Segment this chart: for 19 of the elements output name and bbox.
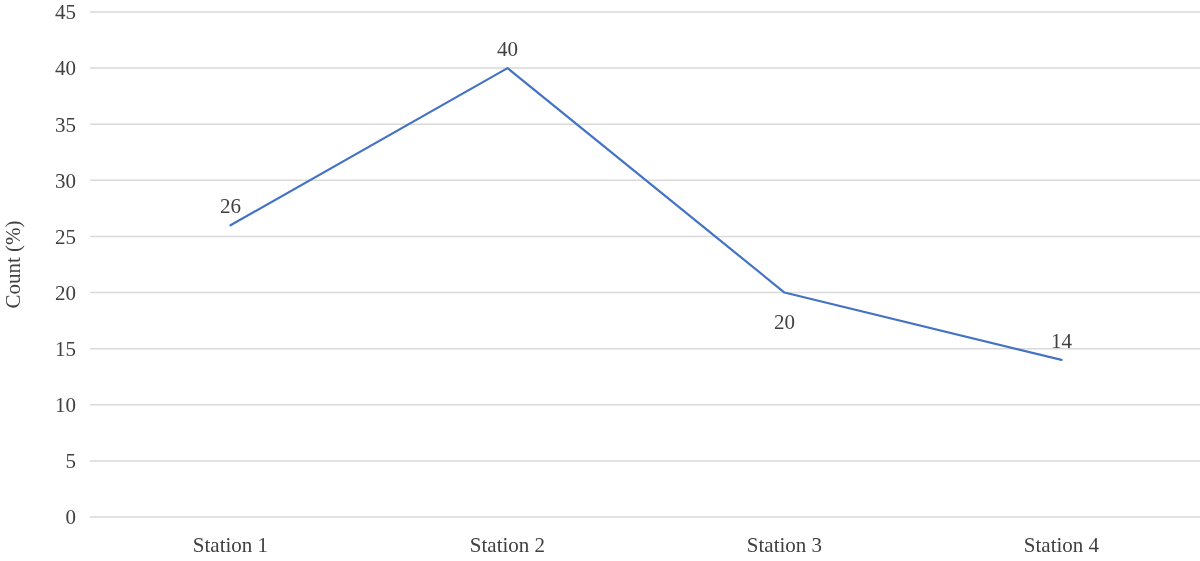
- y-tick-label: 5: [65, 449, 76, 474]
- y-tick-label: 25: [55, 224, 76, 249]
- y-tick-label: 35: [55, 112, 76, 137]
- y-axis-title: Count (%): [1, 220, 25, 309]
- data-label: 14: [1051, 328, 1073, 353]
- x-tick-label: Station 3: [746, 533, 823, 557]
- x-tick-label: Station 4: [1023, 533, 1100, 557]
- y-tick-label: 30: [55, 168, 76, 193]
- y-tick-label: 40: [55, 56, 76, 81]
- y-tick-label: 10: [55, 393, 76, 418]
- data-label: 20: [774, 309, 795, 334]
- x-tick-label: Station 1: [192, 533, 269, 557]
- data-label: 40: [497, 37, 518, 62]
- data-label: 26: [220, 194, 241, 219]
- y-tick-label: 45: [55, 0, 76, 25]
- y-tick-label: 15: [55, 337, 76, 362]
- y-tick-label: 0: [65, 505, 76, 530]
- x-tick-label: Station 2: [469, 533, 546, 557]
- y-tick-label: 20: [55, 280, 76, 305]
